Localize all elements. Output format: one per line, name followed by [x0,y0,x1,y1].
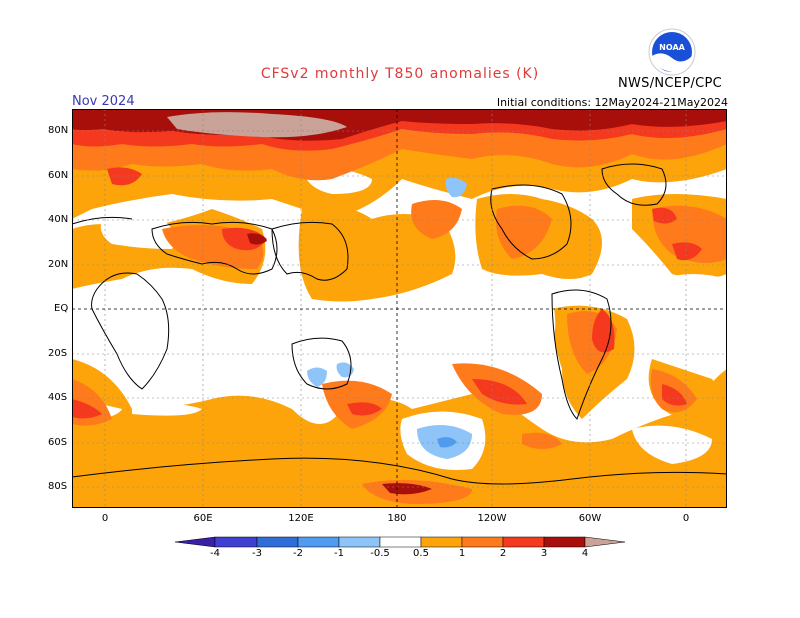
colorbar-label-neg05: -0.5 [370,548,390,559]
colorbar-label-neg4: -4 [210,548,220,559]
colorbar-label-pos1: 1 [458,548,466,559]
colorbar-pos3 [543,536,586,548]
noaa-logo-icon: NOAA [648,28,696,76]
initial-conditions: Initial conditions: 12May2024-21May2024 [496,96,728,109]
anomaly-map [72,109,727,508]
colorbar-arrow-low [175,536,216,548]
lon-label-60e: 60E [193,513,213,524]
lon-label-0-east: 0 [682,513,690,524]
logo-text: NOAA [659,43,685,52]
colorbar-pos05 [420,536,463,548]
colorbar-label-neg1: -1 [334,548,344,559]
colorbar-label-pos4: 4 [581,548,589,559]
lat-label-40n: 40N [48,214,69,225]
lat-label-60n: 60N [48,170,69,181]
colorbar-label-pos3: 3 [540,548,548,559]
colorbar-pos2 [502,536,545,548]
lat-label-80n: 80N [48,125,69,136]
lon-label-120e: 120E [288,513,314,524]
grid-lines [72,109,727,508]
lon-label-60w: 60W [578,513,602,524]
lat-label-80s: 80S [48,481,68,492]
colorbar-label-pos2: 2 [499,548,507,559]
chart-title: CFSv2 monthly T850 anomalies (K) [260,66,540,82]
lat-label-60s: 60S [48,437,68,448]
colorbar [175,536,625,548]
colorbar-arrow-high [584,536,625,548]
lat-label-eq: EQ [54,303,69,314]
lon-label-180: 180 [387,513,407,524]
agency-label: NWS/NCEP/CPC [618,76,723,91]
lat-label-20s: 20S [48,348,68,359]
lon-label-120w: 120W [477,513,507,524]
neutral-fields [72,167,727,470]
map-frame [72,109,727,508]
neg1-fields [437,437,457,448]
coastlines [72,163,727,485]
colorbar-neg2 [297,536,340,548]
colorbar-neg4 [214,536,258,548]
colorbar-neg3 [256,536,299,548]
colorbar-label-neg2: -2 [293,548,303,559]
colorbar-neg1 [338,536,381,548]
forecast-month: Nov 2024 [72,94,135,109]
lat-label-20n: 20N [48,259,69,270]
colorbar-zero [379,536,422,548]
colorbar-label-neg3: -3 [252,548,262,559]
lon-label-0: 0 [101,513,109,524]
lat-label-40s: 40S [48,392,68,403]
colorbar-label-pos05: 0.5 [413,548,429,559]
colorbar-pos1 [461,536,504,548]
